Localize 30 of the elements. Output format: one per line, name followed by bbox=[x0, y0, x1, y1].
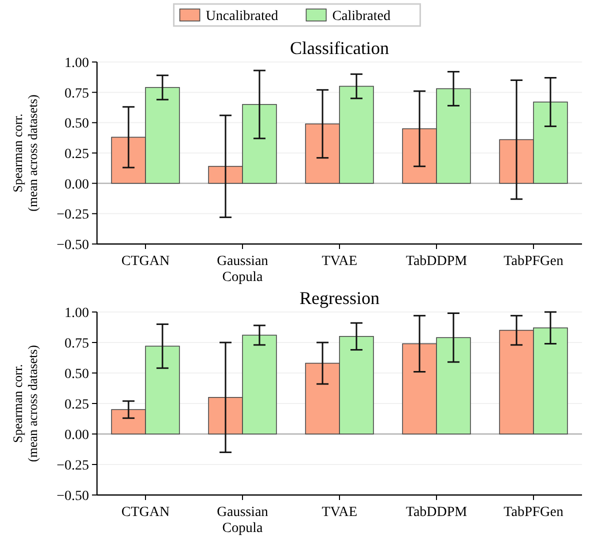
y-axis-title: Spearman corr. (mean across datasets) bbox=[10, 345, 40, 462]
x-tick-label: CTGAN bbox=[121, 505, 170, 520]
x-tick-label: Gaussian Copula bbox=[216, 505, 268, 536]
y-tick-label: −0.25 bbox=[56, 208, 89, 223]
x-tick-label: Gaussian Copula bbox=[216, 254, 268, 286]
y-tick-label: 0.25 bbox=[64, 147, 89, 162]
x-tick-label: TVAE bbox=[322, 254, 358, 269]
y-tick-label: 0.50 bbox=[64, 116, 89, 132]
chart-title: Regression bbox=[300, 288, 380, 308]
y-tick-label: 0.75 bbox=[64, 336, 89, 352]
y-tick-label: 1.00 bbox=[64, 306, 89, 321]
y-tick-label: 0.50 bbox=[64, 367, 89, 382]
x-tick-label: TabDDPM bbox=[406, 505, 468, 520]
y-tick-label: −0.50 bbox=[56, 238, 89, 253]
x-tick-label: TabPFGen bbox=[504, 254, 564, 269]
y-axis-title: Spearman corr. (mean across datasets) bbox=[10, 94, 40, 212]
y-tick-label: 0.25 bbox=[64, 398, 89, 412]
y-tick-label: 0.00 bbox=[64, 177, 89, 192]
legend-label: Uncalibrated bbox=[206, 9, 278, 24]
x-tick-label: TabPFGen bbox=[504, 505, 564, 520]
chart-title: Classification bbox=[290, 38, 389, 58]
y-tick-label: −0.25 bbox=[56, 458, 89, 474]
y-tick-label: 1.00 bbox=[64, 56, 89, 71]
x-tick-label: CTGAN bbox=[121, 254, 170, 269]
y-tick-label: −0.50 bbox=[56, 489, 89, 504]
legend-label: Calibrated bbox=[332, 9, 391, 24]
x-tick-label: TabDDPM bbox=[406, 254, 468, 269]
y-tick-label: 0.75 bbox=[64, 86, 89, 102]
x-tick-label: TVAE bbox=[322, 505, 358, 520]
y-tick-label: 0.00 bbox=[64, 428, 89, 443]
